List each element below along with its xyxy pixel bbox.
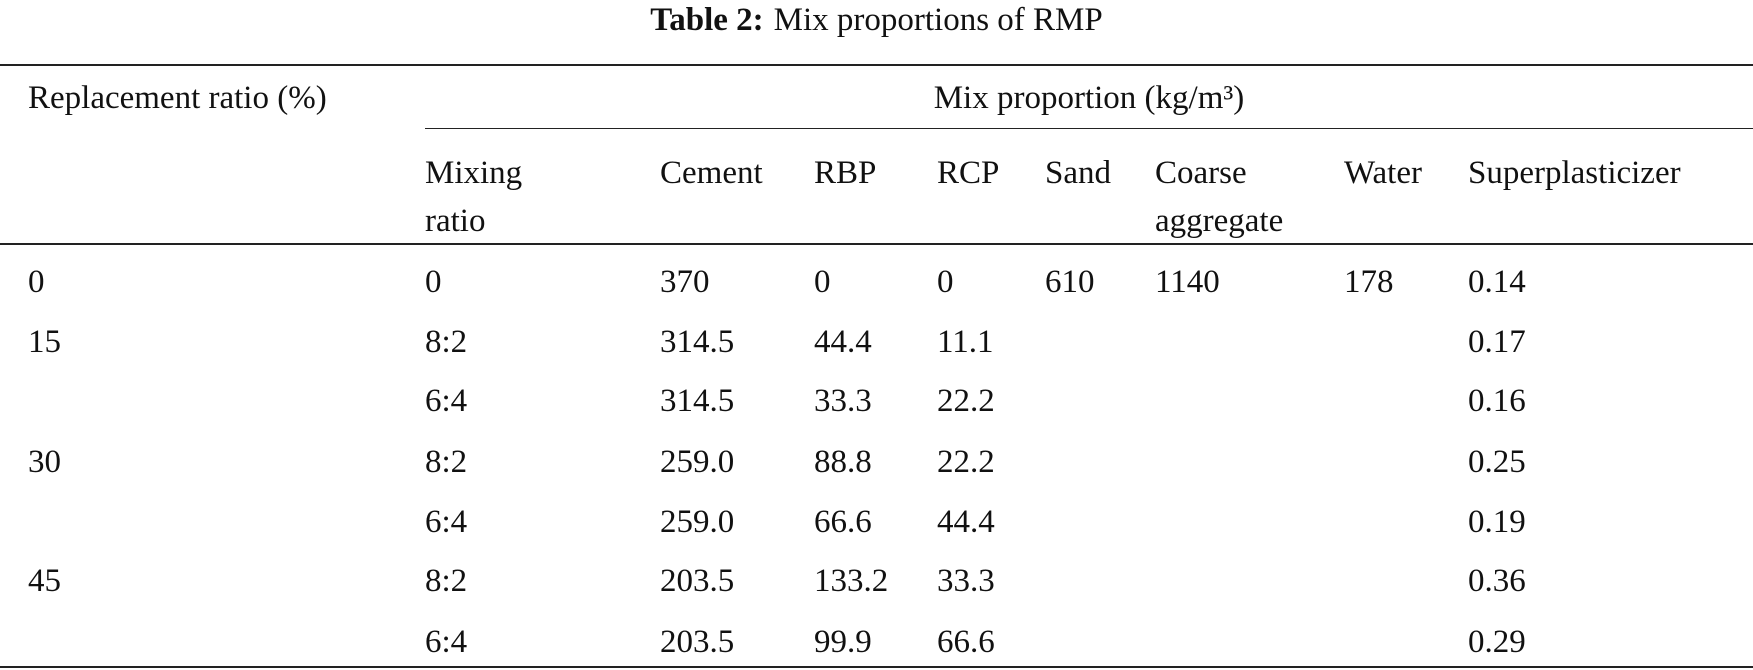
table-cell: 8:2 <box>425 444 468 480</box>
group-label: 0 <box>28 264 45 300</box>
table-cell: 44.4 <box>937 504 995 540</box>
table-cell: 0 <box>425 264 442 300</box>
table-cell: 99.9 <box>814 624 872 660</box>
table-cell: 33.3 <box>814 383 872 419</box>
table-cell: 88.8 <box>814 444 872 480</box>
table-cell: 1140 <box>1155 264 1220 300</box>
title-label: Table 2: <box>650 2 764 38</box>
table-cell: 0 <box>814 264 831 300</box>
table-cell: 22.2 <box>937 383 995 419</box>
table-title: Table 2: Mix proportions of RMP <box>0 0 1753 40</box>
table-cell: 8:2 <box>425 324 468 360</box>
table-cell: 0.36 <box>1468 563 1526 599</box>
group-label: 45 <box>28 563 61 599</box>
table-cell: 44.4 <box>814 324 872 360</box>
span-rule <box>425 128 1753 129</box>
table-cell: 11.1 <box>937 324 994 360</box>
table-cell: 8:2 <box>425 563 468 599</box>
column-header: Coarse aggregate <box>1155 155 1284 239</box>
header-cell: Mix proportion (kg/m³) <box>933 80 1245 116</box>
table-cell: 0.16 <box>1468 383 1526 419</box>
table-cell: 0 <box>937 264 954 300</box>
column-header: Cement <box>660 155 763 191</box>
table-cell: 370 <box>660 264 710 300</box>
table-cell: 66.6 <box>814 504 872 540</box>
table-cell: 133.2 <box>814 563 889 599</box>
top-rule <box>0 64 1753 66</box>
table-cell: 610 <box>1045 264 1095 300</box>
column-header: Sand <box>1045 155 1111 191</box>
table-cell: 203.5 <box>660 563 735 599</box>
group-label: 15 <box>28 324 61 360</box>
table-cell: 314.5 <box>660 383 735 419</box>
bottom-rule <box>0 666 1753 668</box>
table-cell: 0.29 <box>1468 624 1526 660</box>
title-text: Mix proportions of RMP <box>773 2 1103 38</box>
table-cell: 33.3 <box>937 563 995 599</box>
table-cell: 259.0 <box>660 444 735 480</box>
table-cell: 6:4 <box>425 624 468 660</box>
column-header: Superplasticizer <box>1468 155 1681 191</box>
table-cell: 22.2 <box>937 444 995 480</box>
table-cell: 178 <box>1344 264 1394 300</box>
column-header: RCP <box>937 155 1000 191</box>
table-cell: 6:4 <box>425 383 468 419</box>
column-header: Mixing ratio <box>425 155 523 239</box>
group-label: 30 <box>28 444 61 480</box>
table-cell: 0.17 <box>1468 324 1526 360</box>
column-header: Water <box>1344 155 1422 191</box>
table-cell: 314.5 <box>660 324 735 360</box>
table-cell: 66.6 <box>937 624 995 660</box>
table-cell: 203.5 <box>660 624 735 660</box>
table-cell: 0.14 <box>1468 264 1526 300</box>
column-header: RBP <box>814 155 877 191</box>
mid-rule <box>0 243 1753 245</box>
table-cell: 0.19 <box>1468 504 1526 540</box>
header-cell: Replacement ratio (%) <box>28 80 327 116</box>
table-cell: 0.25 <box>1468 444 1526 480</box>
table-cell: 259.0 <box>660 504 735 540</box>
table-cell: 6:4 <box>425 504 468 540</box>
